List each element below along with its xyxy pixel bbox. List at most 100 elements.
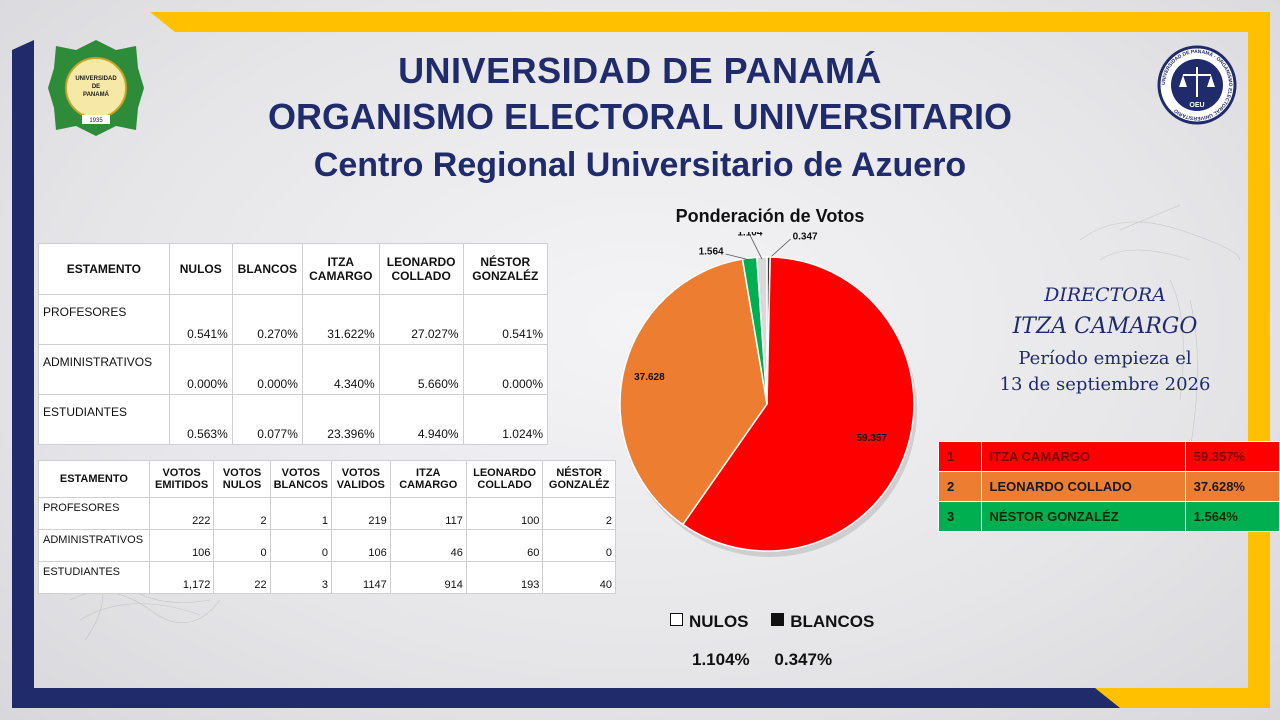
navy-frame-bottom: [12, 688, 1130, 708]
table-cell: 106: [330, 529, 391, 562]
table-cell: 60: [465, 529, 544, 562]
table-cell: 5.660%: [378, 344, 464, 395]
votes-table-header: ESTAMENTO: [38, 460, 150, 498]
table-cell: 2: [213, 497, 271, 530]
results-row: 2 LEONARDO COLLADO 37.628%: [938, 471, 1280, 502]
header-title-organism: ORGANISMO ELECTORAL UNIVERSITARIO: [267, 96, 1013, 137]
pie-chart: 0.347 59.357 37.628 1.564 1.104: [619, 232, 917, 557]
pie-slice-label: 37.628: [634, 372, 665, 383]
table-row: ESTUDIANTES 1,172 22 3 1147 914 193 40: [38, 561, 616, 594]
table-cell: 914: [389, 561, 467, 594]
legend-value-blancos: 0.347%: [774, 650, 833, 669]
table-cell: 0: [213, 529, 271, 562]
director-name: ITZA CAMARGO: [1012, 314, 1198, 339]
table-cell: 40: [542, 561, 616, 594]
pie-slice: [681, 256, 915, 552]
table-cell: 0: [269, 529, 332, 562]
legend-item-nulos: NULOS: [670, 612, 749, 631]
table-cell: 0.000%: [231, 344, 303, 395]
table-row: PROFESORES 222 2 1 219 117 100 2: [38, 497, 616, 530]
table-cell: 0.563%: [168, 394, 233, 445]
table-cell: 1,172: [148, 561, 215, 594]
votes-table-header: NÉSTOR GONZALÉZ: [542, 460, 616, 498]
seal-text-2: DE: [92, 84, 100, 90]
table-row: ADMINISTRATIVOS 106 0 0 106 46 60 0: [38, 529, 616, 562]
table-cell: 46: [389, 529, 467, 562]
results-table: 1 ITZA CAMARGO 59.357% 2 LEONARDO COLLADO 37.…: [938, 441, 1280, 532]
header-title-center: Centro Regional Universitario de Azuero: [313, 146, 967, 184]
pie-leader-line: [749, 234, 763, 260]
votes-table-header: VOTOS EMITIDOS: [148, 460, 215, 498]
legend-values: 1.104% 0.347%: [692, 650, 832, 670]
table-cell: 23.396%: [301, 394, 380, 445]
table-cell: 0: [542, 529, 616, 562]
table-cell: 4.340%: [301, 344, 380, 395]
results-rank-cell: 1: [938, 441, 982, 472]
votes-table: ESTAMENTO VOTOS EMITIDOS VOTOS NULOS VOT…: [38, 460, 616, 594]
table-cell: 0.541%: [168, 294, 233, 345]
legend-value-nulos: 1.104%: [692, 650, 750, 669]
votes-table-header: VOTOS VALIDOS: [330, 460, 391, 498]
results-name-cell: LEONARDO COLLADO: [980, 471, 1186, 502]
chart-legend: NULOS BLANCOS: [670, 612, 874, 632]
results-rank-cell: 2: [938, 471, 982, 502]
legend-swatch-blancos: [771, 613, 785, 626]
pie-slice: [756, 256, 768, 405]
table-cell: PROFESORES: [38, 294, 170, 345]
table-cell: 0.000%: [462, 344, 549, 395]
results-rank-cell: 3: [938, 501, 982, 532]
table-cell: ESTUDIANTES: [38, 394, 170, 445]
percent-table: ESTAMENTO NULOS BLANCOS ITZA CAMARGO LEO…: [38, 243, 549, 445]
legend-label-blancos: BLANCOS: [790, 612, 875, 631]
results-row: 1 ITZA CAMARGO 59.357%: [938, 441, 1280, 472]
table-row: PROFESORES 0.541% 0.270% 31.622% 27.027%…: [38, 294, 549, 345]
table-cell: 0.270%: [231, 294, 303, 345]
electoral-organism-logo: OEU UNIVERSIDAD DE PANAMÁ · ORGANISMO EL…: [1157, 45, 1237, 125]
seal-text-3: PANAMÁ: [83, 91, 110, 98]
table-cell: 4.940%: [378, 394, 464, 445]
votes-table-header: VOTOS NULOS: [213, 460, 271, 498]
percent-table-header-row: ESTAMENTO NULOS BLANCOS ITZA CAMARGO LEO…: [38, 243, 549, 295]
sketch-decoration-right: [1079, 204, 1241, 451]
table-cell: 1.024%: [462, 394, 549, 445]
pie-slice: [619, 258, 768, 526]
gold-frame-right: [1248, 32, 1270, 700]
seal-year: 1935: [89, 118, 103, 124]
percent-table-header: ITZA CAMARGO: [301, 243, 380, 295]
table-row: ADMINISTRATIVOS 0.000% 0.000% 4.340% 5.6…: [38, 344, 549, 395]
results-pct-cell: 59.357%: [1184, 441, 1280, 472]
table-cell: 22: [213, 561, 271, 594]
pie-slice-label: 59.357: [857, 433, 888, 444]
votes-table-header: ITZA CAMARGO: [389, 460, 467, 498]
votes-table-header-row: ESTAMENTO VOTOS EMITIDOS VOTOS NULOS VOT…: [38, 460, 616, 498]
pie-leader-line: [725, 253, 750, 261]
table-cell: 0.000%: [168, 344, 233, 395]
table-cell: 219: [330, 497, 391, 530]
table-cell: 27.027%: [378, 294, 464, 345]
table-cell: 193: [465, 561, 544, 594]
table-cell: ADMINISTRATIVOS: [38, 529, 150, 562]
table-cell: 106: [148, 529, 215, 562]
table-cell: ADMINISTRATIVOS: [38, 344, 170, 395]
table-cell: ESTUDIANTES: [38, 561, 150, 594]
percent-table-header: NULOS: [168, 243, 233, 295]
director-title: DIRECTORA: [1044, 284, 1166, 306]
table-cell: 0.077%: [231, 394, 303, 445]
results-pct-cell: 1.564%: [1184, 501, 1280, 532]
chart-title: Ponderación de Votos: [675, 206, 865, 226]
director-period-line1: Período empieza el: [1018, 348, 1192, 369]
percent-table-header: ESTAMENTO: [38, 243, 170, 295]
table-cell: 1147: [330, 561, 391, 594]
results-row: 3 NÉSTOR GONZALÉZ 1.564%: [938, 501, 1280, 532]
pie-slice-label: 1.564: [699, 247, 724, 258]
header-title-university: UNIVERSIDAD DE PANAMÁ: [398, 50, 882, 91]
pie-slice-label: 0.347: [793, 232, 818, 243]
table-cell: 117: [389, 497, 467, 530]
results-name-cell: NÉSTOR GONZALÉZ: [980, 501, 1186, 532]
logo-center-text: OEU: [1189, 102, 1204, 109]
results-pct-cell: 37.628%: [1184, 471, 1280, 502]
percent-table-header: LEONARDO COLLADO: [378, 243, 464, 295]
navy-frame-left: [12, 40, 34, 700]
table-cell: 3: [269, 561, 332, 594]
